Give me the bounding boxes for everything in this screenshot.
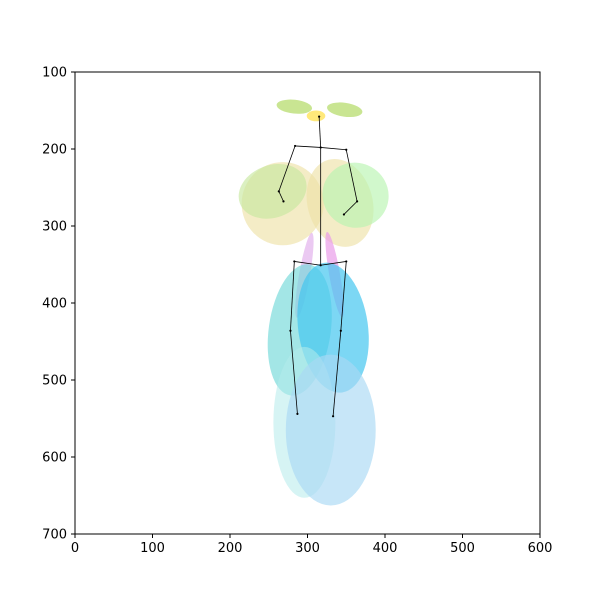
- bone-neck-to-right-shoulder: [320, 147, 347, 151]
- joint-right-elbow: [356, 200, 359, 203]
- bone-left-hip-to-left-knee: [290, 261, 295, 331]
- joint-head-top: [318, 115, 321, 118]
- joint-left-shoulder: [294, 144, 297, 148]
- ellipses-layer: [238, 99, 389, 506]
- bone-right-knee-to-right-ankle: [332, 330, 342, 417]
- joint-pelvis: [319, 264, 322, 267]
- plot-area: [74, 71, 541, 535]
- bone-left-shoulder-to-left-elbow: [278, 145, 296, 192]
- y-tick-label: 100: [42, 66, 67, 81]
- bone-left-elbow-to-left-wrist: [278, 191, 284, 202]
- y-tick-label: 300: [42, 220, 67, 235]
- ellipse-head: [306, 110, 326, 122]
- joint-left-wrist: [282, 200, 285, 203]
- y-tick-label: 600: [42, 451, 67, 466]
- joint-left-ankle: [296, 412, 299, 415]
- bone-right-elbow-to-right-wrist: [343, 201, 358, 215]
- x-tick-label: 300: [295, 541, 320, 556]
- ellipse-left-forearm: [238, 164, 307, 219]
- joint-neck: [319, 146, 322, 149]
- bone-head-top-to-neck: [318, 116, 322, 148]
- joints-layer: [277, 115, 359, 418]
- bones-layer: [278, 116, 358, 417]
- joint-right-knee: [339, 329, 342, 332]
- x-tick-label: 200: [218, 541, 243, 556]
- bone-right-shoulder-to-right-elbow: [345, 149, 358, 202]
- x-tick-label: 0: [71, 541, 79, 556]
- ellipse-right-shin: [285, 354, 376, 506]
- x-tick-label: 500: [450, 541, 475, 556]
- bone-right-hip-to-right-knee: [340, 261, 347, 331]
- y-axis: 100 200 300 400 500 600 700: [42, 66, 75, 543]
- x-axis: 0 100 200 300 400 500 600: [71, 534, 553, 556]
- joint-right-shoulder: [345, 148, 348, 151]
- y-tick-label: 400: [42, 297, 67, 312]
- ellipse-left-shoulder: [276, 99, 313, 114]
- joint-left-hip: [293, 260, 296, 263]
- x-tick-label: 400: [373, 541, 398, 556]
- ellipse-right-shoulder: [327, 102, 363, 118]
- bone-pelvis-to-right-hip: [320, 261, 347, 266]
- joint-right-wrist: [342, 213, 346, 216]
- joint-right-hip: [345, 260, 348, 263]
- y-tick-label: 200: [42, 143, 67, 158]
- x-tick-label: 100: [140, 541, 165, 556]
- x-tick-label: 600: [528, 541, 553, 556]
- joint-left-elbow: [277, 190, 280, 193]
- y-tick-label: 500: [42, 374, 67, 389]
- joint-left-knee: [289, 329, 292, 332]
- bone-pelvis-to-left-hip: [294, 261, 321, 266]
- bone-neck-to-left-shoulder: [295, 145, 321, 148]
- bone-left-knee-to-left-ankle: [290, 330, 298, 414]
- joint-right-ankle: [331, 415, 335, 418]
- y-tick-label: 700: [42, 528, 67, 543]
